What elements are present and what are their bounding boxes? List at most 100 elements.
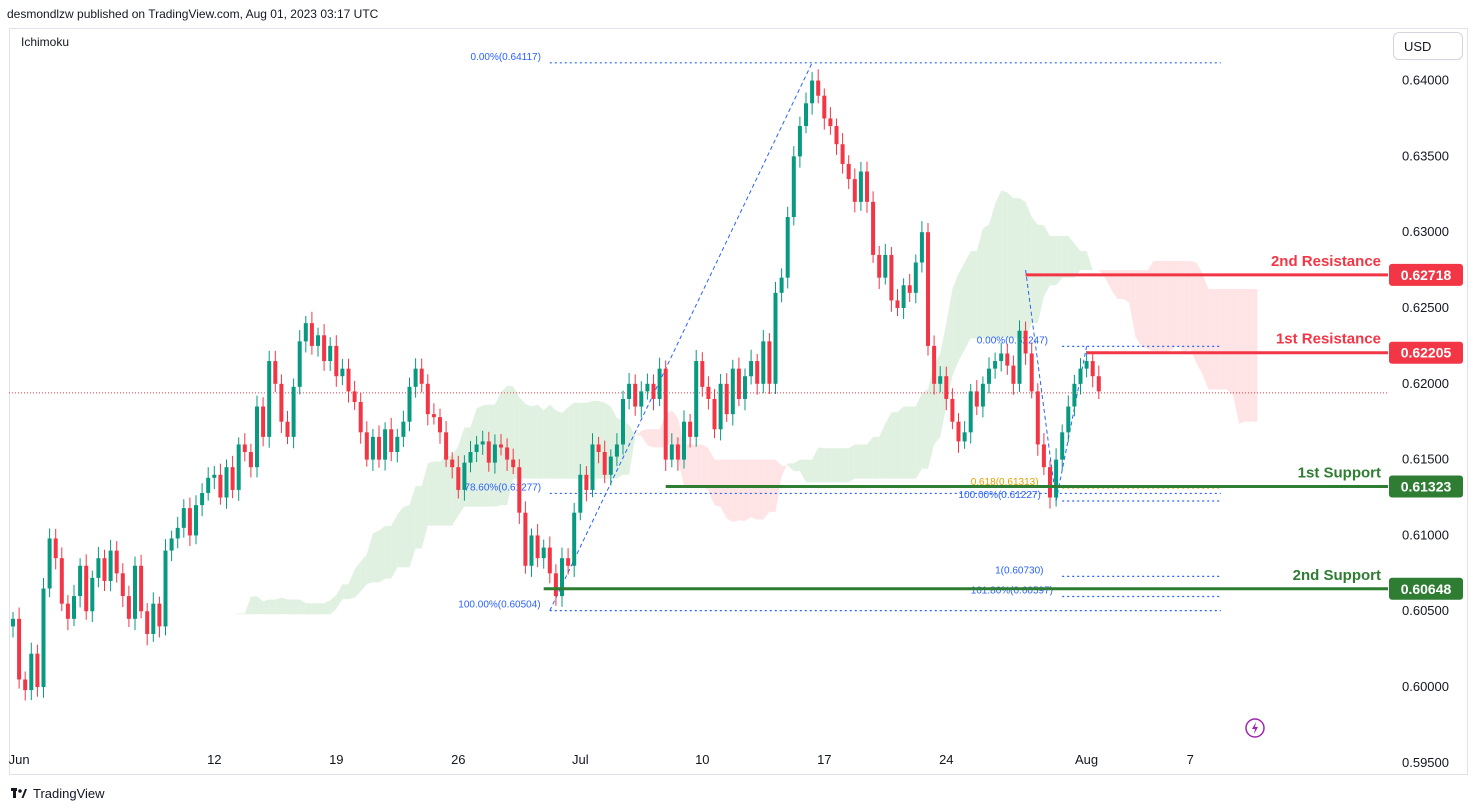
cloud-segment [1239,289,1246,424]
fib-label: 100.00%(0.61227) [959,490,1041,501]
fib-label: 0.618(0.61313) [971,477,1039,488]
fibonacci-levels[interactable]: 0.00%(0.64117) 78.60%(0.61277) 100.00%(0.6… [458,52,1221,612]
candle [529,528,534,577]
cloud-segment [305,603,312,615]
cloud-segment [348,569,355,600]
chart-pane[interactable] [9,28,1468,775]
candle [1060,424,1065,471]
indicator-legend-ichimoku[interactable]: Ichimoku [21,35,70,49]
candle [724,373,729,422]
y-tick-label: 0.59500 [1402,755,1449,770]
candle [334,335,339,387]
candle [889,246,894,312]
cloud-segment [708,448,715,506]
candle [749,349,754,385]
candle [90,570,95,623]
cloud-segment [549,404,556,479]
cloud-segment [379,525,386,583]
candle [718,373,723,441]
fib-trend-lines[interactable] [549,62,1088,611]
cloud-segment [555,410,562,479]
cloud-segment [269,599,276,615]
candle [120,563,125,608]
candle [84,554,89,620]
candle [1005,343,1010,375]
candle [944,366,949,411]
candle [675,437,680,471]
cloud-segment [1153,260,1160,352]
candle [590,433,595,498]
candle [11,612,15,638]
candle [773,281,778,394]
cloud-segment [732,459,739,523]
candle [907,273,912,302]
cloud-segment [537,404,544,479]
level-name: 1st Resistance [1276,331,1381,348]
cloud-segment [1196,262,1203,375]
support-resistance-levels[interactable]: 2nd Resistance 0.62718 1st Resistance 0.622… [543,253,1463,600]
cloud-segment [1104,270,1111,290]
cloud-segment [806,459,813,483]
candle [139,554,144,619]
cloud-segment [745,459,752,522]
tradingview-brand[interactable]: TradingView [11,786,105,801]
y-axis[interactable]: 0.64000 0.63500 0.63000 0.62500 0.62000 0.615… [1402,73,1449,770]
level-price-tag: 0.61323 [1401,478,1452,494]
candle [1035,383,1040,456]
level-support[interactable]: 2nd Support 0.60648 [543,567,1463,600]
cloud-segment [903,406,910,479]
level-resistance[interactable]: 2nd Resistance 0.62718 [1025,253,1463,286]
candle [999,342,1004,372]
candle [682,410,686,469]
candle [926,223,930,356]
cloud-segment [921,389,928,469]
cloud-segment [854,444,861,479]
candle [425,374,430,426]
cloud-segment [501,385,508,506]
candle [462,455,467,501]
candles [11,69,1101,701]
candle [645,373,650,400]
cloud-segment [702,444,709,491]
cloud-segment [915,392,922,479]
candle [267,350,272,448]
trend-line [1055,346,1088,502]
cloud-segment [342,584,349,600]
y-tick-label: 0.61000 [1402,527,1449,542]
candle [736,357,741,407]
cloud-segment [293,599,300,615]
cloud-segment [525,403,532,479]
candle [23,671,28,701]
alert-lightning-icon[interactable] [1245,718,1265,738]
candle [389,417,394,462]
candle [59,547,64,612]
level-resistance[interactable]: 1st Resistance 0.62205 [1086,331,1463,364]
cloud-segment [1226,289,1233,396]
candle [663,360,668,471]
cloud-segment [891,412,898,479]
cloud-segment [1202,273,1209,390]
cloud-segment [970,251,977,339]
cloud-segment [1025,201,1032,339]
cloud-segment [842,448,849,483]
cloud-segment [427,461,434,526]
x-axis[interactable]: Jun 12 19 26 Jul 10 17 24 Aug 7 [9,752,1194,767]
cloud-segment [299,599,306,615]
currency-button[interactable]: USD [1393,32,1463,60]
cloud-segment [250,596,257,615]
cloud-segment [562,407,569,479]
candle [492,434,497,474]
cloud-segment [897,406,904,479]
cloud-segment [391,514,398,579]
candle [486,431,491,472]
candle [1054,448,1059,507]
candle [901,278,906,320]
candle [828,107,833,135]
level-support[interactable]: 1st Support 0.61323 [665,464,1463,498]
candle [248,443,253,478]
candle [1023,321,1028,365]
cloud-segment [1251,289,1258,422]
candle [895,289,900,317]
cloud-segment [989,203,996,339]
